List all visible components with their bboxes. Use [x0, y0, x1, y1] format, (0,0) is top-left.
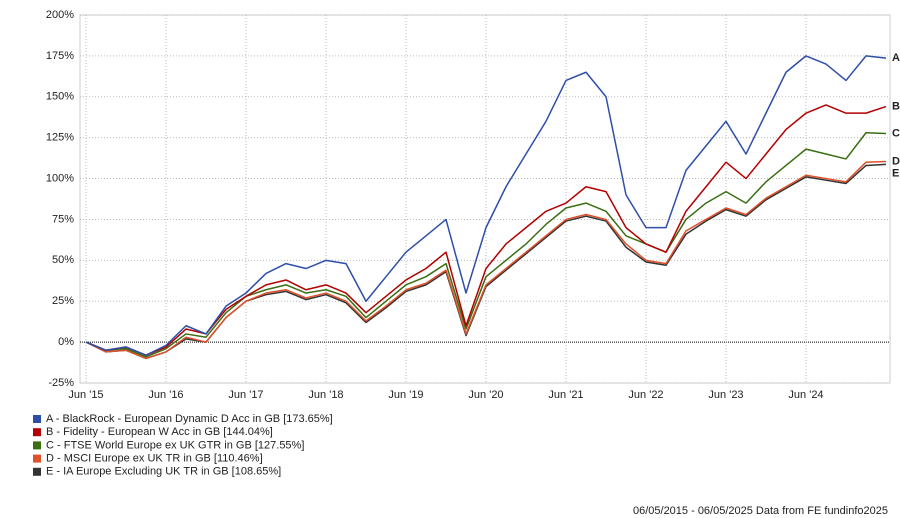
end-label: D	[892, 155, 900, 167]
x-tick-label: Jun '22	[628, 389, 663, 401]
x-tick-label: Jun '20	[468, 389, 503, 401]
legend-label: B - Fidelity - European W Acc in GB [144…	[46, 426, 273, 438]
legend-label: D - MSCI Europe ex UK TR in GB [110.46%]	[46, 453, 263, 465]
legend-label: A - BlackRock - European Dynamic D Acc i…	[46, 413, 333, 425]
y-tick-label: 75%	[52, 213, 74, 225]
x-tick-label: Jun '23	[708, 389, 743, 401]
x-tick-label: Jun '19	[388, 389, 423, 401]
y-tick-label: 175%	[46, 50, 74, 62]
y-tick-label: 0%	[58, 336, 74, 348]
series-line	[85, 132, 887, 358]
legend-swatch	[33, 428, 41, 437]
y-tick-label: 50%	[52, 254, 74, 266]
end-label: C	[892, 127, 900, 139]
legend-label: C - FTSE World Europe ex UK GTR in GB [1…	[46, 439, 304, 451]
series-line	[85, 55, 887, 356]
x-tick-label: Jun '15	[68, 389, 103, 401]
y-tick-label: 125%	[46, 132, 74, 144]
legend-swatch	[33, 441, 41, 450]
legend-swatch	[33, 467, 41, 476]
end-label: E	[892, 167, 899, 179]
y-tick-label: 25%	[52, 295, 74, 307]
end-label: A	[892, 52, 900, 64]
y-tick-label: 200%	[46, 9, 74, 21]
series-line	[85, 104, 887, 356]
legend-swatch	[33, 415, 41, 423]
x-tick-label: Jun '17	[228, 389, 263, 401]
x-tick-label: Jun '16	[148, 389, 183, 401]
x-tick-label: Jun '24	[788, 389, 823, 401]
x-tick-label: Jun '21	[548, 389, 583, 401]
y-tick-label: -25%	[48, 377, 74, 389]
y-tick-label: 100%	[46, 172, 74, 184]
legend-label: E - IA Europe Excluding UK TR in GB [108…	[46, 466, 281, 478]
end-label: B	[892, 100, 900, 112]
y-tick-label: 150%	[46, 91, 74, 103]
footer: 06/05/2015 - 06/05/2025 Data from FE fun…	[633, 505, 888, 517]
x-tick-label: Jun '18	[308, 389, 343, 401]
series-line	[85, 160, 887, 360]
legend-swatch	[33, 454, 41, 463]
